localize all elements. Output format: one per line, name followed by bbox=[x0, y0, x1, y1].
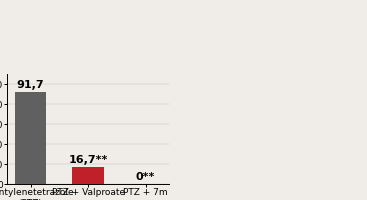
Text: 16,7**: 16,7** bbox=[68, 155, 108, 165]
Bar bbox=[72, 167, 104, 184]
Text: 91,7: 91,7 bbox=[17, 80, 44, 90]
Text: 0**: 0** bbox=[136, 172, 155, 182]
Bar bbox=[15, 92, 46, 184]
